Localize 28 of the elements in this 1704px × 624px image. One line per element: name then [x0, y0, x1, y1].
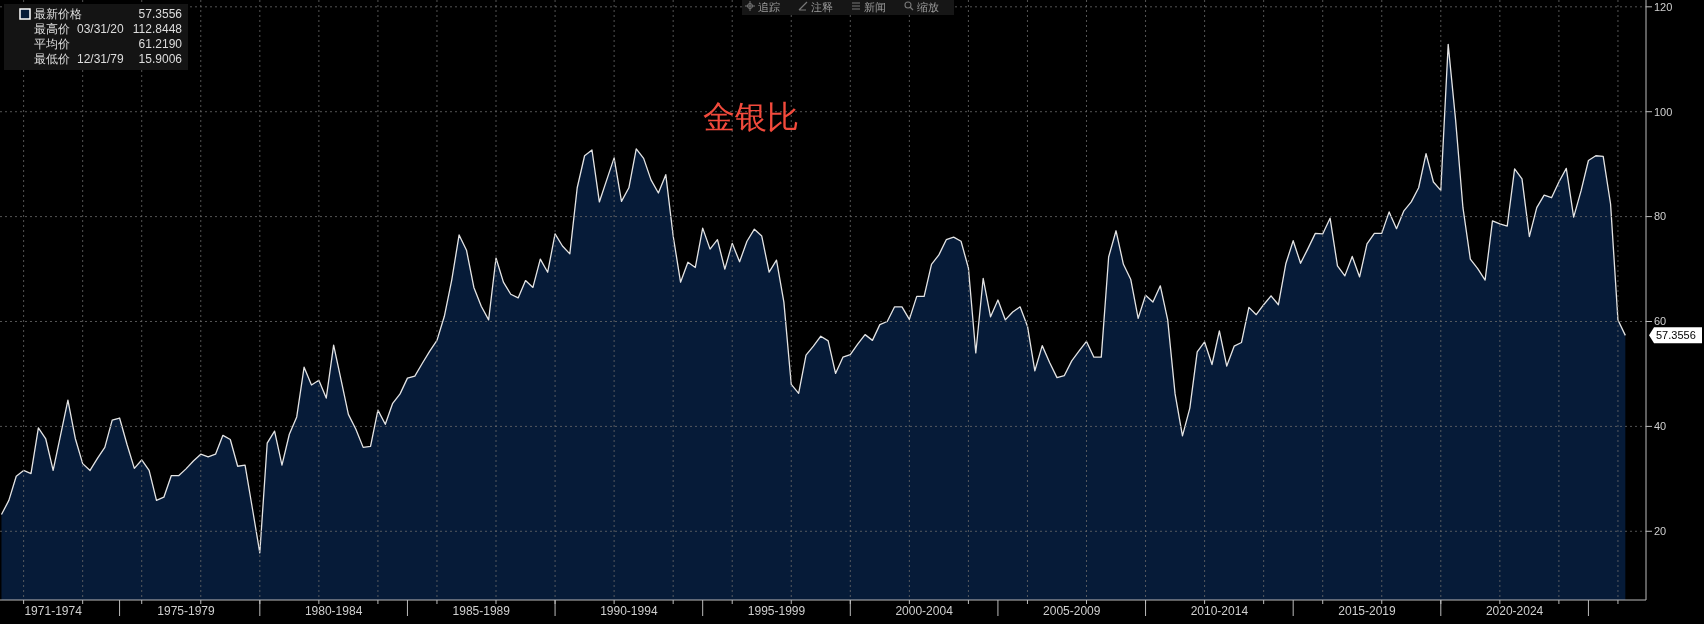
x-tick-label: 2000-2004 — [895, 604, 954, 618]
y-tick-label: 40 — [1654, 420, 1667, 433]
x-tick-label: 2010-2014 — [1190, 604, 1249, 618]
annotation: 最高价 03/31/20 112.8448 — [34, 22, 183, 37]
y-tick-label: 20 — [1654, 525, 1667, 538]
annotation: 追踪 — [758, 0, 780, 13]
x-tick-label: 1971-1974 — [24, 604, 83, 618]
x-tick-label: 1975-1979 — [157, 604, 216, 618]
annotation: 缩放 — [917, 0, 939, 13]
x-tick-label: 2015-2019 — [1338, 604, 1397, 618]
x-tick-label: 2020-2024 — [1485, 604, 1544, 618]
annotation: 57.3556 — [138, 7, 183, 22]
y-tick-label: 60 — [1654, 315, 1667, 328]
x-tick-label: 1995-1999 — [747, 604, 806, 618]
text: 平均价 61.2190 — [34, 37, 182, 52]
y-tick-label: 120 — [1654, 0, 1673, 13]
x-tick-label: 2005-2009 — [1043, 604, 1101, 618]
text: 金银比 — [703, 99, 799, 135]
x-tick-label: 1990-1994 — [600, 604, 658, 618]
y-tick-label: 80 — [1654, 210, 1667, 223]
annotation: 注释 — [811, 0, 833, 13]
x-tick-label: 1980-1984 — [304, 604, 363, 618]
text: 最低价 12/31/79 15.9006 — [34, 52, 182, 67]
legend-label: 最新价格 — [34, 7, 82, 22]
text: 57.3556 — [1656, 329, 1696, 342]
y-tick-label: 100 — [1654, 105, 1673, 118]
x-tick-label: 1985-1989 — [452, 604, 511, 618]
annotation: 新闻 — [864, 0, 886, 13]
